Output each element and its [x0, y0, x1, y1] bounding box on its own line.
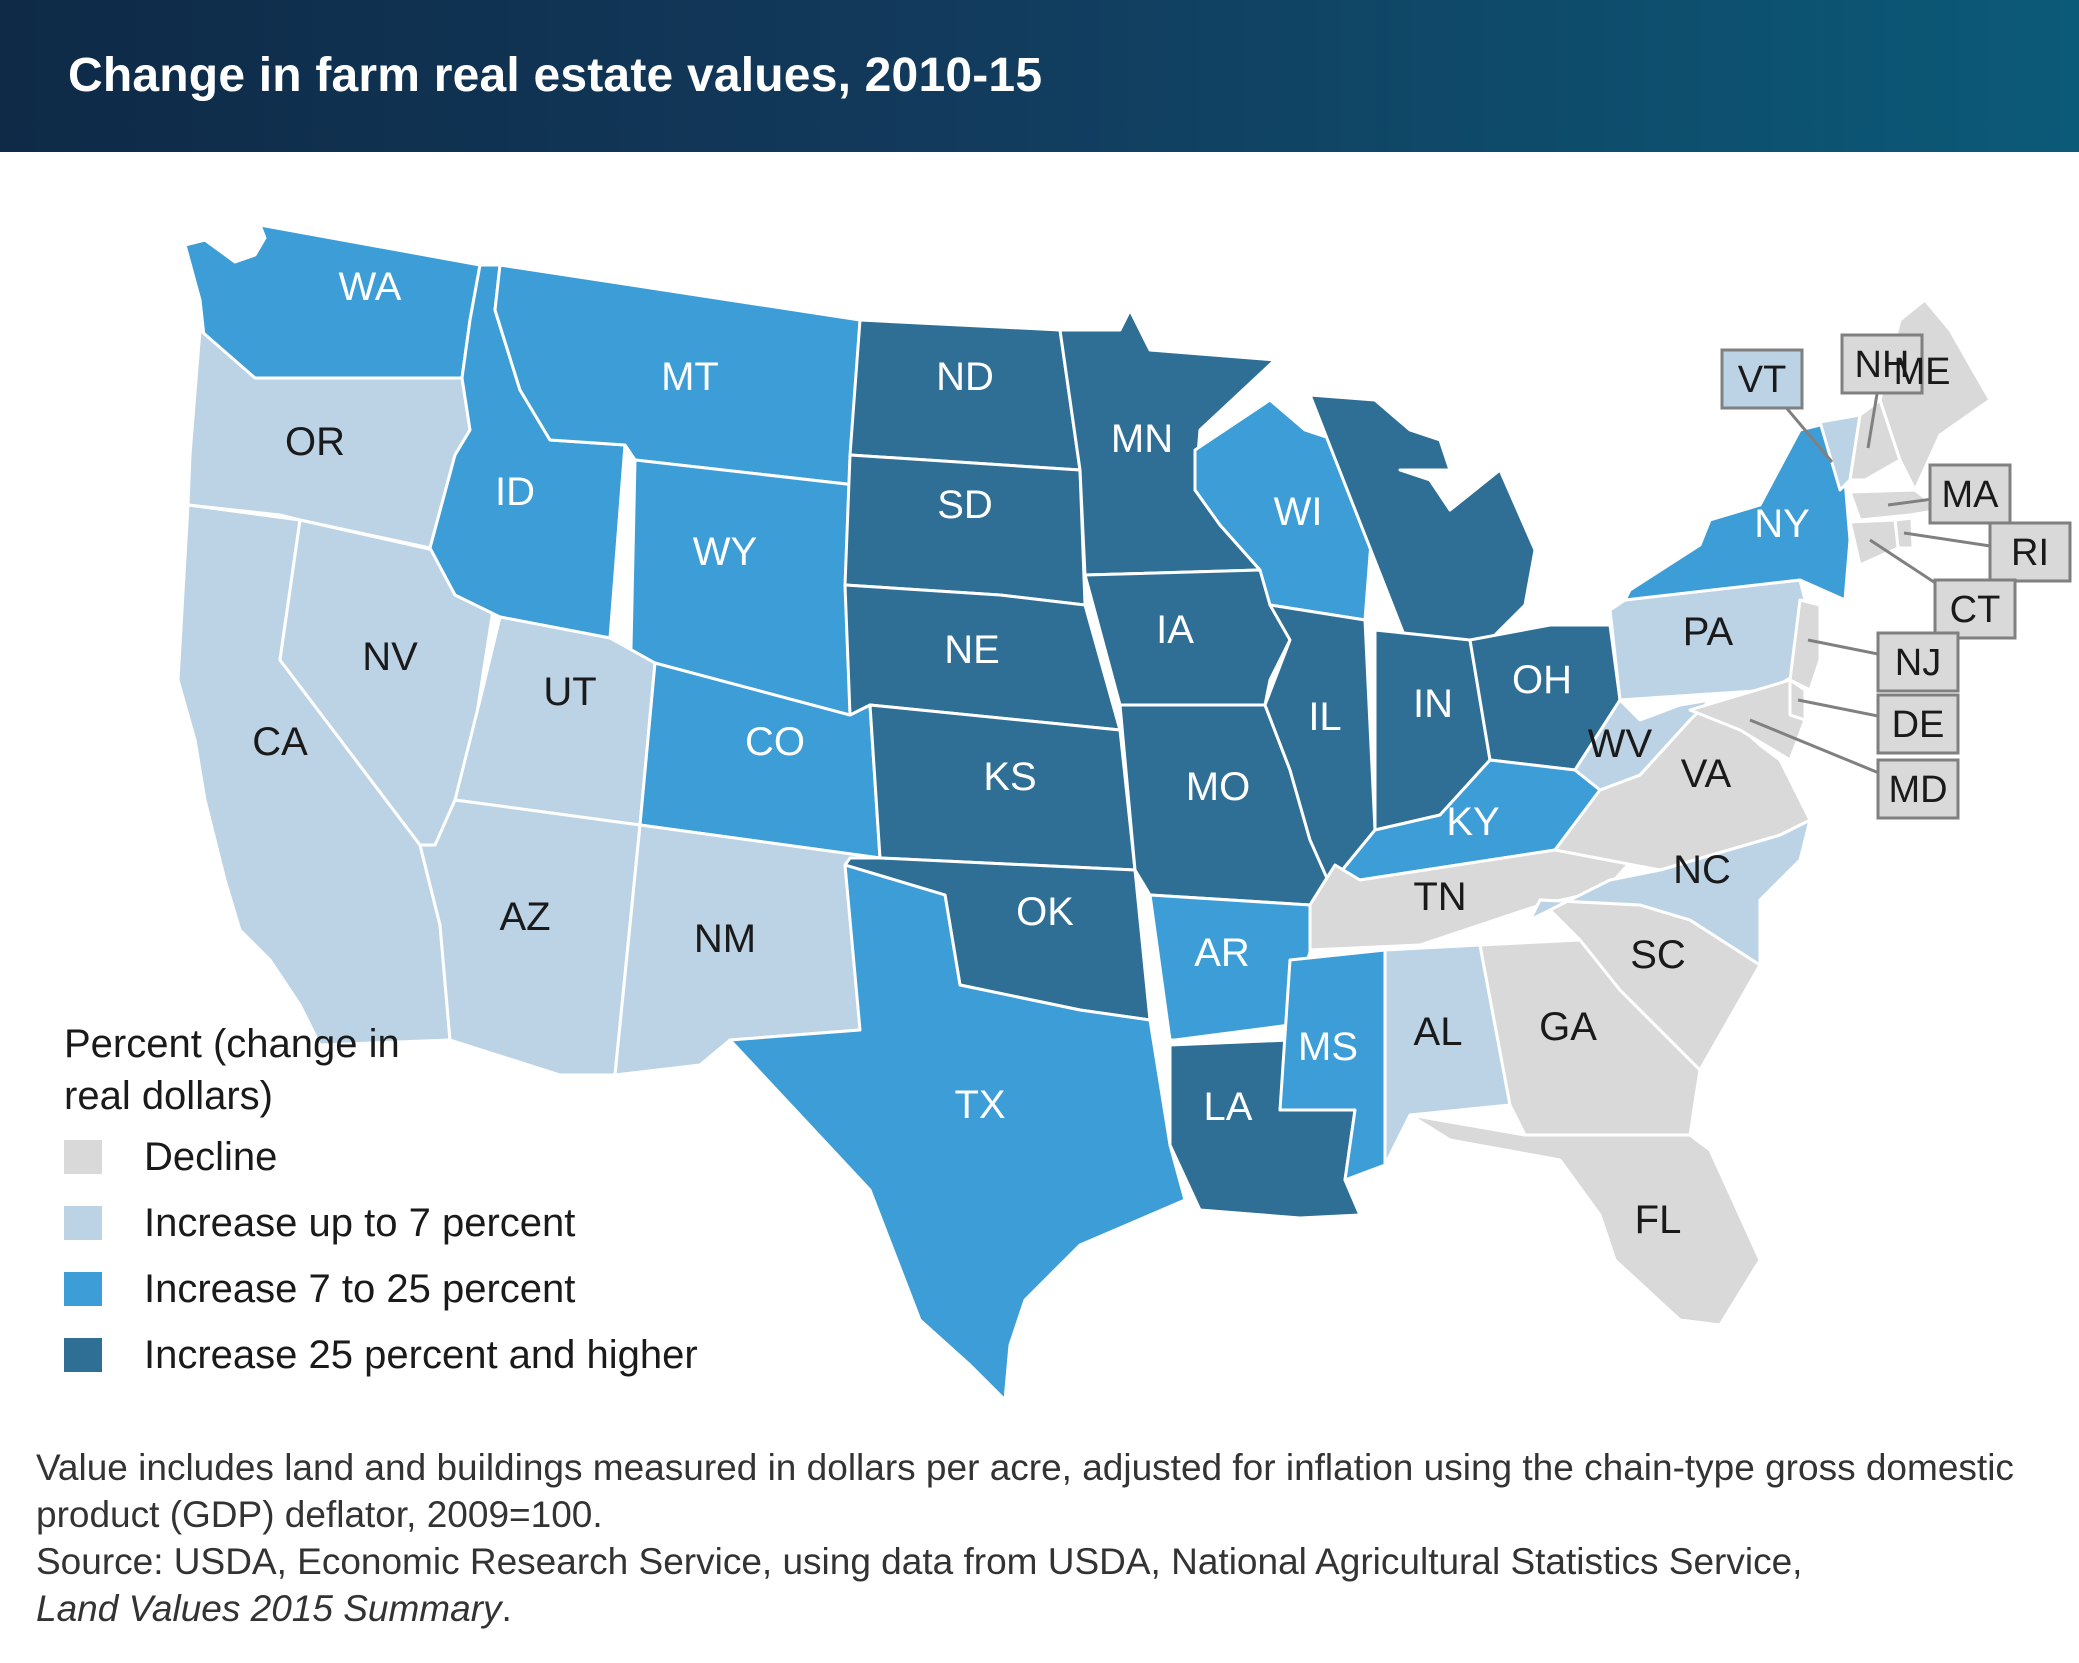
state-md: [1688, 678, 1807, 762]
state-label-ks: KS: [983, 755, 1036, 799]
state-label-ca: CA: [252, 720, 308, 764]
state-label-nv: NV: [362, 635, 418, 679]
state-label-sc: SC: [1630, 933, 1686, 977]
state-label-ny: NY: [1754, 502, 1810, 546]
callout-box-nh: [1840, 333, 1924, 395]
state-label-wi: WI: [1274, 490, 1323, 534]
legend-label-light: Increase up to 7 percent: [144, 1201, 576, 1245]
state-label-mo: MO: [1186, 765, 1250, 809]
state-label-al: AL: [1414, 1010, 1463, 1054]
callout-box-ri: [1988, 521, 2072, 583]
state-label-wy: WY: [693, 530, 757, 574]
state-label-ia: IA: [1156, 608, 1194, 652]
state-label-vt: VT: [1738, 359, 1787, 401]
callout-box-ct: [1933, 578, 2017, 640]
report-title: Land Values 2015 Summary: [36, 1588, 502, 1629]
state-label-ok: OK: [1016, 890, 1074, 934]
state-al: [1383, 943, 1512, 1167]
state-label-tn: TN: [1413, 875, 1466, 919]
state-label-ar: AR: [1194, 931, 1250, 975]
state-label-in: IN: [1413, 682, 1453, 726]
state-label-nd: ND: [936, 355, 994, 399]
note-source: Source: USDA, Economic Research Service,…: [36, 1541, 1803, 1582]
state-label-co: CO: [745, 720, 805, 764]
state-sd: [843, 453, 1087, 607]
state-label-ma: MA: [1942, 474, 2000, 516]
state-label-me: ME: [1894, 351, 1951, 393]
state-label-ne: NE: [944, 628, 1000, 672]
state-nj: [1788, 598, 1822, 692]
legend: Percent (change in real dollars) Decline…: [64, 1018, 698, 1377]
us-map: WA OR CA NV ID MT WY UT AZ CO NM ND SD NE KS OK TX MN IA MO…: [176, 223, 2072, 1402]
legend-swatch-dark: [64, 1338, 102, 1372]
state-label-de: DE: [1892, 704, 1945, 746]
state-label-nc: NC: [1673, 848, 1731, 892]
state-label-il: IL: [1308, 695, 1341, 739]
state-label-sd: SD: [937, 483, 993, 527]
state-label-va: VA: [1681, 752, 1732, 796]
callout-box-nj: [1876, 631, 1960, 693]
state-label-nj: NJ: [1895, 642, 1941, 684]
state-wi: [1193, 398, 1377, 622]
legend-item-decline: Decline: [64, 1132, 824, 1182]
legend-swatch-medium: [64, 1272, 102, 1306]
state-label-tx: TX: [954, 1083, 1005, 1127]
legend-item-medium: Increase 7 to 25 percent: [64, 1264, 824, 1314]
legend-item-dark: Increase 25 percent and higher: [64, 1330, 824, 1380]
state-il: [1263, 603, 1377, 887]
callout-box-de: [1876, 693, 1960, 755]
state-label-la: LA: [1204, 1085, 1253, 1129]
state-tx: [728, 863, 1187, 1402]
report-period: .: [501, 1588, 512, 1629]
legend-swatch-decline: [64, 1140, 102, 1174]
legend-label-medium: Increase 7 to 25 percent: [144, 1267, 576, 1311]
state-label-nh: NH: [1855, 344, 1910, 386]
state-label-nm: NM: [694, 917, 756, 961]
callout-box-ma: [1928, 463, 2012, 525]
state-label-ga: GA: [1539, 1005, 1597, 1049]
legend-title: Percent (change in real dollars): [64, 1022, 400, 1118]
state-label-mn: MN: [1111, 417, 1173, 461]
state-label-fl: FL: [1635, 1198, 1682, 1242]
state-label-ct: CT: [1950, 589, 2001, 631]
state-label-az: AZ: [499, 895, 550, 939]
state-label-mt: MT: [661, 355, 719, 399]
legend-label-dark: Increase 25 percent and higher: [144, 1333, 698, 1377]
state-label-ms: MS: [1298, 1025, 1358, 1069]
callout-box-md: [1876, 758, 1960, 820]
note-report: Land Values 2015 Summary.: [36, 1585, 2046, 1632]
state-wv: [1573, 698, 1712, 792]
state-label-ut: UT: [543, 670, 596, 714]
state-label-ky: KY: [1446, 800, 1499, 844]
state-label-or: OR: [285, 420, 345, 464]
state-label-pa: PA: [1683, 610, 1734, 654]
state-fl: [1408, 1113, 1762, 1327]
notes: Value includes land and buildings measur…: [36, 1444, 2046, 1632]
state-nc: [1528, 818, 1812, 967]
state-label-wa: WA: [339, 265, 402, 309]
state-label-id: ID: [495, 470, 535, 514]
legend-item-light: Increase up to 7 percent: [64, 1198, 824, 1248]
legend-label-decline: Decline: [144, 1135, 278, 1179]
page-title: Change in farm real estate values, 2010-…: [68, 49, 1043, 102]
callout-box-vt: [1720, 348, 1804, 410]
state-label-ri: RI: [2011, 532, 2049, 574]
header-banner: Change in farm real estate values, 2010-…: [0, 0, 2079, 152]
state-ny: [1623, 418, 1852, 602]
legend-swatch-light: [64, 1206, 102, 1240]
state-label-md: MD: [1888, 769, 1947, 811]
state-label-wv: WV: [1588, 722, 1653, 766]
note-definition: Value includes land and buildings measur…: [36, 1447, 2014, 1535]
state-label-oh: OH: [1512, 658, 1572, 702]
